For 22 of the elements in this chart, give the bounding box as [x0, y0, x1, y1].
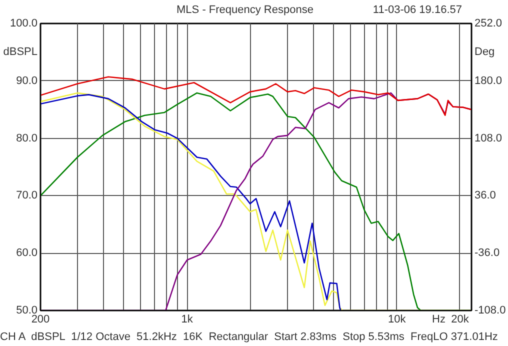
y-tick-label: 70.0 [16, 190, 38, 202]
y2-tick-label: 36.0 [474, 190, 496, 202]
y2-tick-label: 108.0 [474, 132, 502, 144]
y2-axis-title: Deg [474, 46, 495, 58]
x-axis-title: Hz [432, 314, 446, 326]
x-tick-label: 20k [451, 314, 470, 326]
text: 11-03-06 19.16.57 [372, 3, 462, 18]
y-tick-label: 80.0 [16, 132, 38, 144]
chart-title: MLS - Frequency Response [176, 4, 314, 16]
y-tick-label: 90.0 [16, 74, 38, 87]
y-axis-title: dBSPL [3, 46, 38, 58]
x-tick-label: 10k [388, 314, 406, 326]
y-tick-label: 60.0 [16, 247, 38, 260]
x-tick-label: 200 [31, 314, 50, 326]
y-tick-label: 50.0 [16, 304, 38, 316]
x-tick-label: 1k [181, 314, 194, 326]
y2-tick-label: -36.0 [474, 247, 500, 260]
y-tick-label: 100.0 [10, 18, 38, 30]
y2-tick-label: 180.0 [474, 74, 502, 87]
text: CH A dBSPL 1/12 Octave 51.2kHz 16K Rectangular Start 2.83ms Stop 5.53ms FreqLO 371.01Hz [0, 330, 498, 345]
y2-tick-label: 252.0 [474, 18, 502, 30]
y2-tick-label: -108.0 [474, 304, 506, 316]
